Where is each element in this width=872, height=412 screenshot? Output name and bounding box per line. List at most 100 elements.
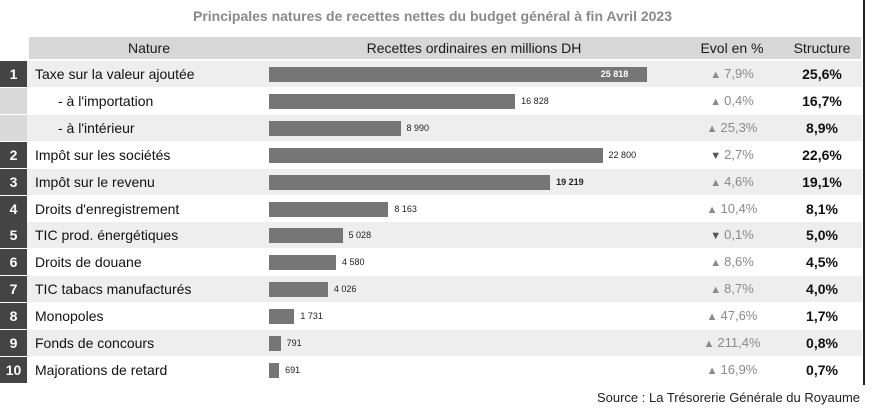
table-frame	[863, 0, 865, 385]
row-rank-badge: 5	[0, 222, 27, 249]
evol-value: 25,3%	[720, 119, 758, 135]
evol-cell: ▲ 211,4%	[680, 330, 784, 356]
structure-value: 19,1%	[802, 173, 842, 190]
arrow-up-icon: ▲	[710, 69, 722, 81]
evol-value: 16,9%	[720, 361, 758, 377]
structure-value: 4,5%	[806, 254, 838, 271]
row-nature-label: Impôt sur les sociétés	[35, 146, 171, 163]
value-label: 19 219	[556, 176, 584, 187]
row-rank-badge: 1	[0, 61, 27, 87]
row-rank-badge: 3	[0, 168, 27, 195]
value-label: 4 026	[333, 284, 357, 295]
value-label: 4 580	[342, 257, 365, 268]
table-row: 5 TIC prod. énergétiques 5 028 ▼ 0,1% 5,0%	[0, 222, 862, 249]
row-rank-badge: 4	[0, 195, 27, 222]
row-nature-label: Droits de douane	[35, 254, 142, 271]
value-bar	[269, 228, 343, 244]
table-row: 9 Fonds de concours 791 ▲ 211,4% 0,8%	[0, 330, 862, 356]
evol-cell: ▲ 10,4%	[680, 196, 784, 222]
value-bar	[269, 201, 389, 217]
value-label: 1 731	[300, 311, 323, 322]
structure-value: 1,7%	[806, 308, 838, 325]
row-rank-badge: 6	[0, 249, 27, 276]
arrow-up-icon: ▲	[703, 338, 715, 350]
row-nature-label: TIC prod. énergétiques	[35, 227, 179, 244]
structure-value: 8,1%	[806, 200, 838, 217]
structure-value: 0,8%	[806, 335, 838, 351]
row-nature-label: Majorations de retard	[35, 361, 168, 378]
value-bar	[269, 67, 647, 82]
value-label: 16 828	[521, 95, 549, 106]
header-structure: Structure	[793, 40, 851, 56]
evol-cell: ▼ 0,1%	[680, 222, 784, 248]
arrow-up-icon: ▲	[710, 95, 722, 108]
row-nature-label: Taxe sur la valeur ajoutée	[35, 66, 195, 82]
table-row: - à l'importation 16 828 ▲ 0,4% 16,7%	[0, 87, 862, 114]
table-row: 2 Impôt sur les sociétés 22 800 ▼ 2,7% 22,6%	[0, 141, 862, 168]
table-row: 4 Droits d'enregistrement 8 163 ▲ 10,4% 8,1%	[0, 195, 862, 222]
row-rank-badge: 10	[0, 356, 27, 383]
evol-cell: ▲ 7,9%	[680, 61, 784, 87]
structure-value: 5,0%	[806, 227, 838, 244]
evol-value: 10,4%	[720, 200, 758, 216]
value-label: 5 028	[348, 230, 372, 241]
value-bar	[269, 120, 401, 136]
evol-value: 0,1%	[724, 227, 754, 243]
arrow-up-icon: ▲	[706, 311, 718, 324]
structure-value: 22,6%	[802, 146, 842, 163]
value-bar	[269, 336, 281, 351]
row-rank-badge	[0, 87, 27, 114]
value-bar	[269, 309, 295, 325]
evol-cell: ▲ 8,6%	[680, 249, 784, 275]
evol-value: 8,7%	[724, 281, 754, 297]
header-nature: Nature	[127, 40, 171, 56]
arrow-up-icon: ▲	[706, 364, 718, 377]
row-rank-badge: 9	[0, 330, 27, 356]
value-bar	[269, 282, 328, 298]
evol-cell: ▲ 47,6%	[680, 303, 784, 329]
table-row: 1 Taxe sur la valeur ajoutée 25 818 ▲ 7,9% 25…	[0, 61, 862, 87]
arrow-up-icon: ▲	[710, 257, 722, 270]
value-bar	[269, 174, 551, 190]
row-nature-label: TIC tabacs manufacturés	[35, 281, 192, 298]
evol-cell: ▲ 16,9%	[680, 357, 784, 383]
value-label: 25 818	[600, 69, 629, 79]
evol-value: 8,6%	[724, 254, 754, 270]
table-row: - à l'intérieur 8 990 ▲ 25,3% 8,9%	[0, 114, 862, 141]
row-rank-badge	[0, 114, 27, 141]
evol-value: 211,4%	[717, 335, 761, 350]
structure-value: 16,7%	[802, 92, 842, 109]
row-nature-label: Impôt sur le revenu	[35, 173, 155, 190]
table-row: 8 Monopoles 1 731 ▲ 47,6% 1,7%	[0, 303, 862, 330]
table-row: 10 Majorations de retard 691 ▲ 16,9% 0,7%	[0, 356, 862, 383]
evol-cell: ▲ 8,7%	[680, 276, 784, 302]
evol-value: 47,6%	[720, 308, 758, 324]
row-rank-badge: 7	[0, 276, 27, 303]
table-header: Nature Recettes ordinaires en millions D…	[29, 37, 861, 59]
table-row: 6 Droits de douane 4 580 ▲ 8,6% 4,5%	[0, 249, 862, 276]
value-label: 8 163	[394, 203, 417, 214]
row-nature-label: Monopoles	[35, 308, 104, 325]
evol-value: 7,9%	[724, 66, 754, 81]
evol-cell: ▲ 25,3%	[680, 115, 784, 141]
structure-value: 0,7%	[806, 361, 838, 378]
row-rank-badge: 8	[0, 303, 27, 330]
value-label: 22 800	[608, 149, 637, 160]
structure-value: 4,0%	[806, 281, 838, 298]
value-bar	[269, 362, 280, 378]
structure-value: 25,6%	[802, 66, 842, 82]
arrow-down-icon: ▼	[710, 230, 722, 243]
value-label: 8 990	[406, 122, 430, 133]
row-nature-label: Fonds de concours	[35, 335, 155, 351]
value-bar	[269, 93, 516, 109]
evol-cell: ▲ 4,6%	[680, 169, 784, 195]
evol-value: 2,7%	[724, 146, 754, 162]
value-label: 691	[285, 364, 301, 375]
row-nature-label: Droits d'enregistrement	[35, 200, 180, 217]
evol-cell: ▲ 0,4%	[680, 88, 784, 114]
arrow-down-icon: ▼	[710, 149, 722, 162]
value-bar	[269, 255, 336, 271]
arrow-up-icon: ▲	[706, 122, 718, 135]
value-label: 791	[286, 338, 302, 348]
header-recettes: Recettes ordinaires en millions DH	[366, 40, 582, 56]
